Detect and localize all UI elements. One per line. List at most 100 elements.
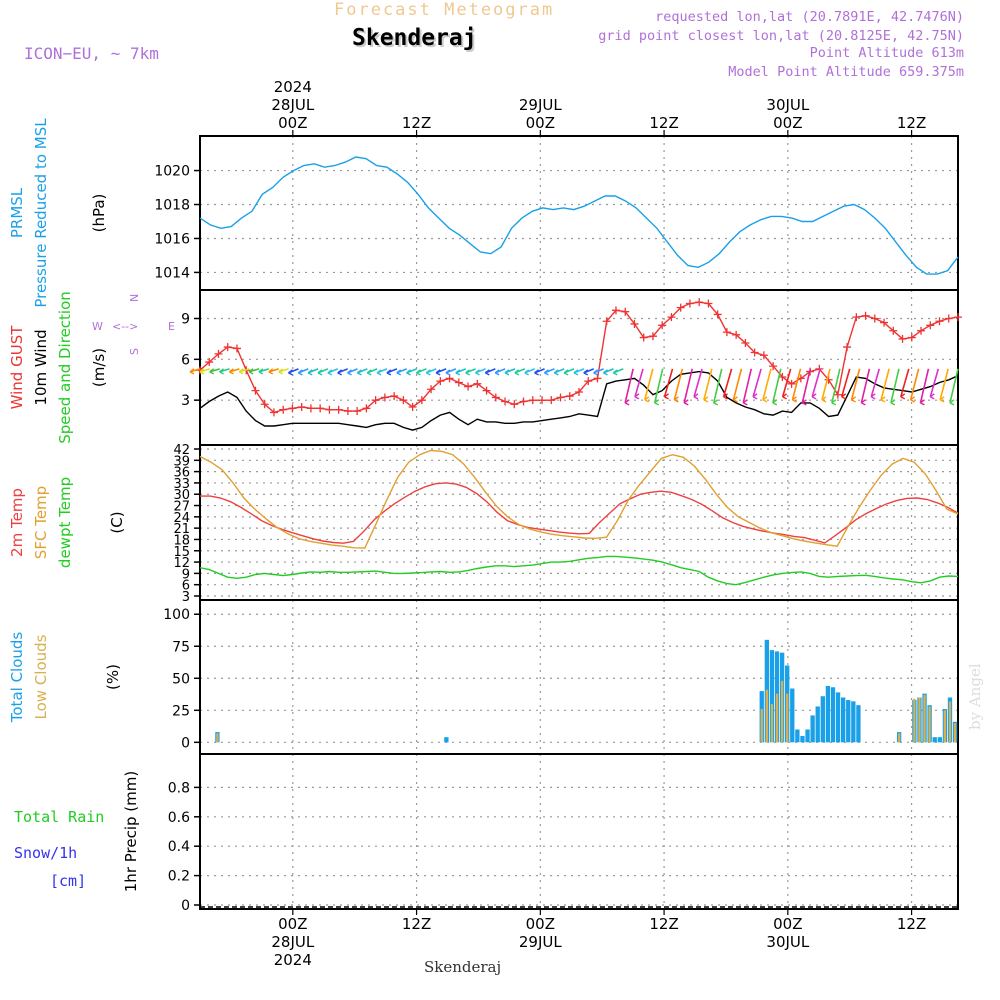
gust-marker (713, 310, 722, 319)
wind-arrowhead (484, 369, 490, 376)
gust-marker (898, 334, 907, 343)
gust-marker (685, 299, 694, 308)
gust-marker (528, 396, 537, 405)
gust-marker (547, 396, 556, 405)
y-tick-label: 6 (182, 579, 190, 594)
wind-arrowhead (415, 369, 421, 376)
wind-arrow (860, 368, 871, 404)
gust-marker (454, 378, 463, 387)
gust-marker (769, 362, 778, 371)
wind-arrow (919, 368, 930, 404)
wind-arrowhead (475, 369, 480, 376)
wind-arrowhead (742, 399, 748, 406)
series-line-sfc (199, 449, 959, 549)
requested-coords: requested lon,lat (20.7891E, 42.7476N) (655, 9, 964, 25)
gust-marker (390, 392, 399, 401)
wind-arrow (801, 368, 812, 404)
gust-marker (861, 311, 870, 320)
low-cloud-bar (780, 680, 784, 743)
low-cloud-bar (923, 694, 926, 743)
time-label-top: 00Z (773, 114, 802, 132)
low-cloud-bar (786, 693, 789, 743)
wind-arrow (939, 368, 949, 401)
gust-marker (667, 313, 676, 322)
y-tick-label: 100 (163, 607, 190, 623)
wind-arrow (890, 368, 900, 404)
legend-label: Total Rain (14, 808, 104, 826)
y-tick-label: 3 (182, 590, 190, 605)
time-label-top: 2024 (274, 78, 312, 96)
wind-arrow (752, 368, 762, 398)
total-cloud-bar (800, 735, 805, 743)
legend-label: Snow/1h (14, 844, 77, 862)
model-label: ICON−EU, ~ 7km (24, 44, 159, 63)
gust-marker (944, 314, 953, 323)
gust-marker (260, 400, 269, 409)
wind-arrowhead (673, 396, 679, 403)
wind-arrow (772, 368, 782, 404)
gust-marker (316, 404, 325, 413)
wind-arrow (831, 368, 841, 404)
low-cloud-bar (918, 697, 921, 743)
wind-arrow (644, 368, 654, 401)
wind-arrowhead (209, 368, 215, 375)
compass-s: S (128, 348, 141, 355)
axis-label: dewpt Temp (56, 477, 74, 568)
wind-arrow (949, 368, 959, 404)
wind-arrow (821, 368, 831, 401)
gust-marker (787, 379, 796, 388)
total-cloud-bar (856, 705, 861, 743)
wind-arrowhead (553, 369, 559, 376)
gust-marker (223, 343, 232, 352)
total-cloud-bar (810, 715, 815, 743)
time-label-bottom: 00Z (773, 915, 802, 933)
gust-marker (907, 333, 916, 342)
wind-arrow (840, 368, 851, 398)
model-altitude: Model Point Altitude 659.375m (728, 64, 964, 80)
wind-arrowhead (900, 393, 906, 400)
gust-marker (445, 374, 454, 383)
gust-marker (602, 317, 611, 326)
y-tick-label: 0.6 (168, 810, 190, 826)
total-cloud-bar (846, 700, 851, 743)
time-label-bottom: 12Z (649, 915, 678, 933)
axis-label: 2m Temp (8, 488, 26, 557)
total-cloud-bar (932, 737, 937, 743)
wind-arrow (683, 368, 693, 404)
wind-arrowhead (811, 393, 817, 400)
total-cloud-bar (937, 737, 942, 743)
wind-arrowhead (494, 369, 500, 376)
gust-marker (297, 402, 306, 411)
wind-arrowhead (910, 396, 916, 403)
low-cloud-bar (928, 706, 931, 743)
low-cloud-bar (760, 709, 763, 743)
gust-marker (279, 405, 288, 414)
gust-marker (501, 397, 510, 406)
gust-marker (639, 333, 648, 342)
y-tick-label: 21 (173, 522, 190, 537)
y-tick-label: 1018 (154, 198, 190, 214)
wind-arrowhead (772, 399, 778, 406)
wind-arrowhead (583, 369, 589, 376)
gust-marker (575, 388, 583, 396)
wind-arrow (663, 368, 674, 398)
y-tick-label: 75 (172, 639, 190, 655)
y-tick-label: 1016 (154, 231, 190, 247)
y-tick-label: 9 (182, 567, 190, 582)
gust-marker (417, 396, 426, 405)
time-label-bottom: 29JUL (519, 933, 562, 951)
wind-arrowhead (733, 396, 738, 403)
y-tick-label: 0.2 (168, 869, 190, 885)
gust-marker (870, 314, 879, 323)
wind-arrowhead (317, 369, 323, 376)
wind-arrowhead (514, 369, 520, 376)
wind-arrowhead (654, 399, 660, 406)
gust-marker (648, 332, 657, 341)
gust-marker (214, 349, 223, 358)
wind-arrow (634, 368, 644, 398)
wind-arrowhead (219, 368, 224, 375)
total-cloud-bar (825, 685, 831, 743)
wind-arrowhead (841, 393, 847, 400)
gust-marker (371, 396, 380, 405)
total-cloud-bar (835, 692, 841, 743)
